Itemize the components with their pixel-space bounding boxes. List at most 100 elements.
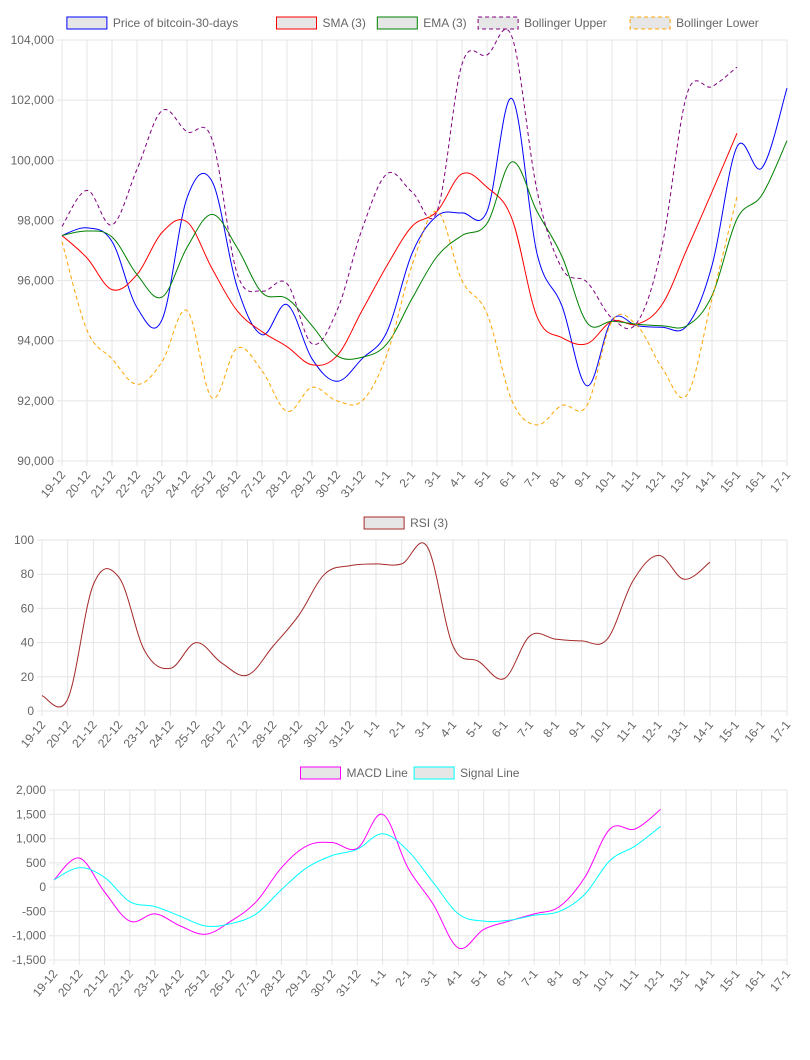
- x-tick-label: 23-12: [121, 718, 152, 751]
- legend-swatch: [477, 16, 519, 30]
- x-tick-label: 14-1: [690, 718, 716, 746]
- x-tick-label: 8-1: [540, 718, 562, 741]
- x-tick-label: 13-1: [667, 468, 693, 496]
- x-tick-label: 11-1: [618, 468, 644, 495]
- legend-item: Signal Line: [413, 766, 520, 780]
- legend-item: SMA (3): [276, 16, 366, 30]
- x-tick-label: 24-12: [156, 967, 187, 1000]
- x-tick-label: 1-1: [371, 468, 393, 491]
- x-tick-label: 4-1: [446, 468, 468, 491]
- x-tick-label: 3-1: [421, 468, 443, 491]
- x-tick-label: 25-12: [188, 468, 219, 501]
- x-tick-label: 27-12: [232, 967, 263, 1000]
- x-tick-label: 6-1: [489, 718, 511, 741]
- legend-swatch: [629, 16, 671, 30]
- x-tick-label: 23-12: [138, 468, 169, 501]
- legend-label: SMA (3): [323, 16, 366, 30]
- x-tick-label: 20-12: [55, 967, 86, 1000]
- grid: [37, 539, 788, 716]
- x-tick-label: 15-1: [717, 468, 743, 496]
- legend: Price of bitcoin-30-days SMA (3) EMA (3) Bo…: [66, 16, 759, 30]
- x-tick-label: 28-12: [263, 468, 294, 501]
- x-tick-label: 26-12: [198, 718, 229, 751]
- x-tick-label: 20-12: [63, 468, 94, 501]
- x-tick-label: 7-1: [515, 718, 537, 741]
- x-tick-label: 17-1: [767, 468, 793, 496]
- x-tick-label: 5-1: [463, 718, 485, 741]
- x-tick-label: 30-12: [308, 967, 339, 1000]
- x-tick-label: 8-1: [546, 468, 568, 491]
- x-tick-label: 8-1: [544, 967, 566, 990]
- x-tick-label: 5-1: [468, 967, 490, 990]
- y-tick-label: 500: [26, 856, 46, 870]
- x-tick-label: 3-1: [412, 718, 434, 741]
- x-tick-label: 15-1: [717, 967, 743, 995]
- x-tick-label: 1-1: [360, 718, 382, 741]
- y-tick-label: -1,500: [12, 953, 46, 967]
- series-line-5: [61, 196, 738, 426]
- x-tick-label: 28-12: [249, 718, 280, 751]
- x-tick-label: 26-12: [207, 967, 238, 1000]
- grid: [49, 789, 788, 965]
- y-tick-label: 94,000: [17, 334, 54, 348]
- y-tick-label: 40: [21, 636, 35, 650]
- x-tick-label: 29-12: [275, 718, 306, 751]
- x-tick-label: 11-1: [614, 718, 640, 745]
- legend-label: EMA (3): [423, 16, 466, 30]
- legend-swatch: [300, 766, 341, 780]
- legend-swatch: [276, 16, 317, 30]
- x-tick-label: 23-12: [131, 967, 162, 1000]
- legend-swatch: [363, 516, 405, 530]
- x-tick-label: 2-1: [386, 718, 408, 741]
- legend: RSI (3): [363, 516, 448, 530]
- y-tick-label: 100,000: [11, 153, 55, 167]
- x-tick-label: 21-12: [80, 967, 111, 1000]
- x-tick-label: 12-1: [642, 468, 668, 496]
- x-tick-label: 16-1: [742, 967, 768, 995]
- y-tick-label: 1,500: [16, 807, 46, 821]
- x-tick-label: 12-1: [641, 967, 667, 995]
- x-tick-label: 30-12: [300, 718, 331, 751]
- x-tick-label: 13-1: [664, 718, 690, 746]
- series-line-2: [61, 133, 738, 366]
- x-tick-label: 27-12: [223, 718, 254, 751]
- legend-swatch: [413, 766, 455, 780]
- legend-label: RSI (3): [410, 516, 448, 530]
- legend-label: Bollinger Lower: [676, 16, 759, 30]
- series-line-4: [61, 28, 738, 345]
- legend-label: Bollinger Upper: [524, 16, 607, 30]
- legend-item: Bollinger Upper: [477, 16, 607, 30]
- x-tick-label: 6-1: [493, 967, 515, 990]
- y-tick-label: 20: [21, 670, 35, 684]
- x-tick-label: 9-1: [566, 718, 588, 741]
- x-tick-label: 4-1: [443, 967, 465, 990]
- y-tick-label: -1,000: [12, 929, 46, 943]
- legend-label: MACD Line: [347, 766, 409, 780]
- legend-swatch: [376, 16, 418, 30]
- y-tick-label: 80: [21, 567, 35, 581]
- x-tick-label: 16-1: [742, 468, 768, 496]
- x-tick-label: 19-12: [30, 967, 61, 1000]
- y-tick-label: 0: [39, 880, 46, 894]
- x-tick-label: 14-1: [692, 468, 718, 496]
- y-tick-label: 96,000: [17, 274, 54, 288]
- y-tick-label: 104,000: [11, 33, 55, 47]
- chart-macd: -1,500 -1,000 -500 0 500 1,000 1,500 2,000 19-12…: [12, 766, 794, 999]
- x-tick-label: 22-12: [95, 718, 126, 751]
- x-tick-label: 19-12: [38, 468, 69, 501]
- x-tick-label: 22-12: [113, 468, 144, 501]
- y-tick-label: 90,000: [17, 454, 54, 468]
- legend-item: Price of bitcoin-30-days: [66, 16, 238, 30]
- x-tick-label: 10-1: [587, 718, 613, 746]
- x-tick-label: 31-12: [326, 718, 357, 751]
- x-tick-label: 2-1: [396, 468, 418, 491]
- x-tick-label: 17-1: [767, 718, 793, 746]
- series-line-1: [61, 87, 788, 387]
- y-tick-label: 100: [14, 533, 34, 547]
- legend-item: RSI (3): [363, 516, 448, 530]
- x-tick-label: 14-1: [691, 967, 717, 995]
- y-tick-label: 92,000: [17, 394, 54, 408]
- y-tick-label: 102,000: [11, 93, 55, 107]
- legend-label: Signal Line: [460, 766, 520, 780]
- chart-rsi: 0 20 40 60 80 100 19-1220-1221-1222-1223-1224-…: [14, 516, 794, 750]
